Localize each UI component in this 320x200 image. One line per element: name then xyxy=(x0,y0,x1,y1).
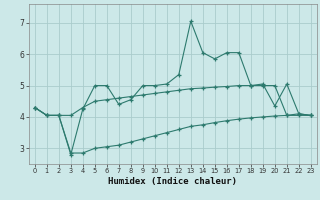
X-axis label: Humidex (Indice chaleur): Humidex (Indice chaleur) xyxy=(108,177,237,186)
